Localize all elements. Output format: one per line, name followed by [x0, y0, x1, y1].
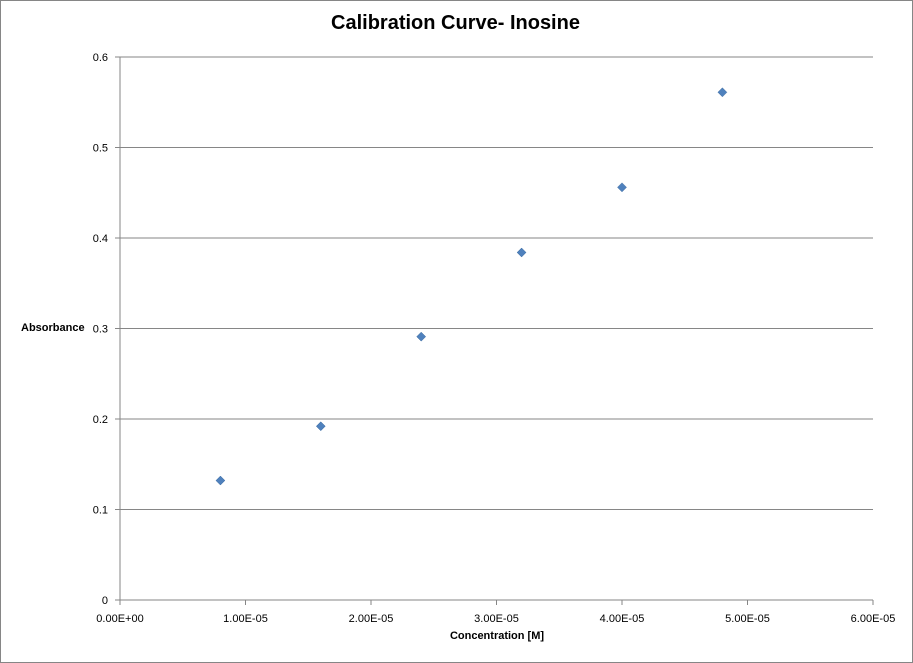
y-tick-label: 0.1 — [93, 505, 108, 517]
y-tick-label: 0.5 — [93, 143, 108, 155]
x-tick-labels: 0.00E+00 1.00E-05 2.00E-05 3.00E-05 4.00E-05… — [96, 613, 895, 625]
axes — [115, 56, 874, 605]
data-point — [717, 87, 728, 98]
x-tick-label: 2.00E-05 — [349, 613, 394, 625]
data-points — [215, 87, 728, 486]
x-tick-label: 5.00E-05 — [725, 613, 770, 625]
chart-title: Calibration Curve- Inosine — [331, 12, 580, 34]
gridlines — [120, 56, 873, 510]
data-point — [617, 182, 627, 193]
data-point — [215, 475, 226, 486]
y-tick-label: 0.6 — [93, 52, 108, 64]
data-point — [516, 247, 527, 258]
x-axis-label: Concentration [M] — [449, 630, 545, 642]
x-tick-label: 3.00E-05 — [474, 613, 519, 625]
data-point — [416, 331, 427, 342]
y-tick-label: 0.4 — [93, 233, 108, 245]
y-tick-label: 0.3 — [93, 324, 108, 336]
y-tick-labels: 0 0.1 0.2 0.3 0.4 0.5 0.6 — [93, 52, 108, 607]
x-tick-label: 1.00E-05 — [223, 613, 268, 625]
x-tick-label: 6.00E-05 — [851, 613, 896, 625]
y-axis-label: Absorbance — [21, 322, 85, 334]
y-tick-label: 0.2 — [93, 414, 108, 426]
x-tick-label: 0.00E+00 — [96, 613, 143, 625]
y-tick-label: 0 — [102, 595, 108, 607]
x-tick-label: 4.00E-05 — [600, 613, 645, 625]
data-point — [315, 421, 326, 432]
